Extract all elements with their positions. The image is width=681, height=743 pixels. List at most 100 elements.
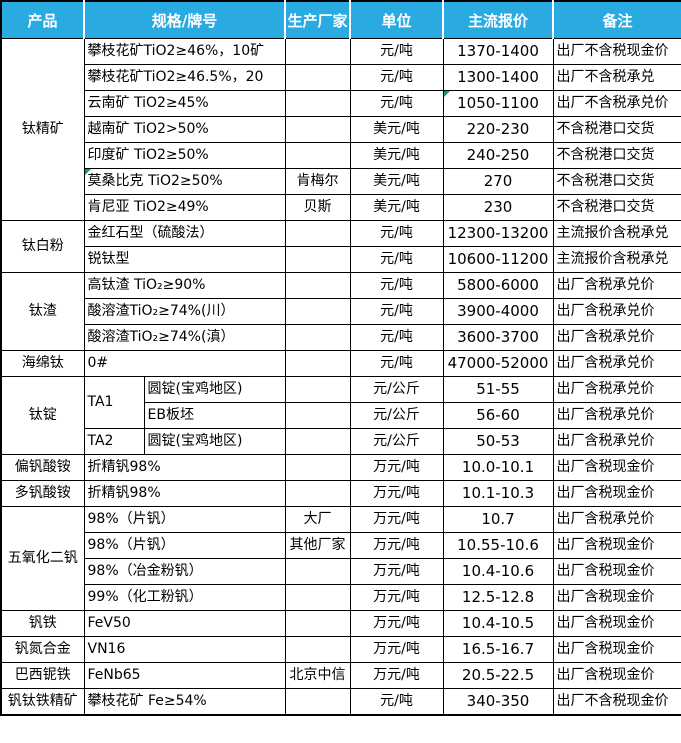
spec-cell: 酸溶渣TiO₂≥74%(滇）	[83, 324, 286, 351]
spec-cell: 99%（化工粉钒）	[83, 584, 286, 611]
manufacturer-cell	[284, 90, 351, 117]
price-cell: 47000-52000	[442, 350, 554, 377]
price-cell: 1300-1400	[442, 64, 554, 91]
unit-cell: 万元/吨	[349, 506, 444, 533]
unit-cell: 美元/吨	[349, 142, 444, 169]
remark-cell: 出厂含税现金价	[552, 662, 681, 689]
manufacturer-cell	[284, 246, 351, 273]
price-cell: 1050-1100	[442, 90, 554, 117]
manufacturer-cell	[284, 636, 351, 663]
table-row: 偏钒酸铵 折精钒98% 万元/吨 10.0-10.1 出厂含税现金价	[0, 454, 681, 481]
col-header-price: 主流报价	[442, 1, 555, 39]
manufacturer-cell: 其他厂家	[284, 532, 351, 559]
spec-cell: FeNb65	[83, 662, 286, 689]
product-group-cell: 五氧化二钒	[0, 506, 85, 611]
price-value: 1050-1100	[457, 94, 539, 113]
price-cell: 12.5-12.8	[442, 584, 554, 611]
product-group-cell: 钒氮合金	[0, 636, 85, 663]
unit-cell: 美元/吨	[349, 116, 444, 143]
spec-cell: VN16	[83, 636, 286, 663]
price-cell: 3900-4000	[442, 298, 554, 325]
remark-cell: 不含税港口交货	[552, 142, 681, 169]
manufacturer-cell	[284, 220, 351, 247]
manufacturer-cell	[284, 402, 351, 429]
unit-cell: 美元/吨	[349, 168, 444, 195]
table-row: 钛精矿 攀枝花矿TiO2≥46%，10矿 元/吨 1370-1400 出厂不含税…	[0, 38, 681, 221]
price-cell: 10.0-10.1	[442, 454, 554, 481]
error-indicator-icon	[85, 169, 91, 175]
table-row: 钛锭 TA1 圆锭(宝鸡地区) 元/公斤 51-55 出厂含税承兑价	[0, 376, 681, 455]
table-row: 锐钛型 元/吨 10600-11200 主流报价含税承兑	[1, 246, 681, 273]
price-cell: 10.4-10.5	[442, 610, 554, 637]
table-row: 多钒酸铵 折精钒98% 万元/吨 10.1-10.3 出厂含税现金价	[0, 480, 681, 507]
table-row: 印度矿 TiO2≥50% 美元/吨 240-250 不含税港口交货	[1, 142, 681, 169]
manufacturer-cell	[284, 688, 351, 716]
remark-cell: 出厂含税现金价	[552, 610, 681, 637]
unit-cell: 万元/吨	[349, 480, 444, 507]
manufacturer-cell: 肯梅尔	[284, 168, 351, 195]
manufacturer-cell	[284, 480, 351, 507]
table-row: 98%（片钒） 其他厂家 万元/吨 10.55-10.6 出厂含税现金价	[1, 532, 681, 559]
unit-cell: 元/吨	[349, 90, 444, 117]
spec-cell: 越南矿 TiO2>50%	[83, 116, 286, 143]
error-indicator-icon	[444, 91, 450, 97]
manufacturer-cell	[284, 558, 351, 585]
unit-cell: 元/吨	[349, 350, 444, 377]
table-row: 巴西铌铁 FeNb65 北京中信 万元/吨 20.5-22.5 出厂含税现金价	[0, 662, 681, 689]
manufacturer-cell	[284, 454, 351, 481]
spec-cell: 莫桑比克 TiO2≥50%	[83, 168, 286, 195]
grade-cell: TA2	[83, 428, 145, 455]
spec-cell: 攀枝花矿TiO2≥46.5%，20	[83, 64, 286, 91]
remark-cell: 出厂不含税现金价	[552, 38, 681, 65]
unit-cell: 元/吨	[349, 220, 444, 247]
manufacturer-cell	[284, 350, 351, 377]
price-cell: 240-250	[442, 142, 554, 169]
manufacturer-cell	[284, 272, 351, 299]
remark-cell: 不含税港口交货	[552, 194, 681, 221]
product-group-cell: 偏钒酸铵	[0, 454, 85, 481]
unit-cell: 元/公斤	[349, 428, 444, 455]
spec-cell: 98%（片钒）	[83, 532, 286, 559]
header-row: 产品 规格/牌号 生产厂家 单位 主流报价 备注	[1, 1, 681, 39]
spec-cell: 酸溶渣TiO₂≥74%(川）	[83, 298, 286, 325]
product-group-cell: 海绵钛	[0, 350, 85, 377]
remark-cell: 出厂含税承兑价	[552, 402, 681, 429]
remark-cell: 出厂含税承兑价	[552, 506, 681, 533]
price-cell: 12300-13200	[442, 220, 554, 247]
remark-cell: 出厂不含税承兑	[552, 64, 681, 91]
col-header-spec: 规格/牌号	[82, 1, 287, 39]
spec-value: 莫桑比克 TiO2≥50%	[87, 172, 223, 189]
manufacturer-cell: 贝斯	[284, 194, 351, 221]
unit-cell: 元/吨	[349, 246, 444, 273]
grade-cell: TA1	[83, 376, 145, 429]
remark-cell: 出厂不含税承兑价	[552, 90, 681, 117]
spec-cell: 圆锭(宝鸡地区)	[143, 376, 286, 403]
manufacturer-cell: 北京中信	[284, 662, 351, 689]
spec-cell: 圆锭(宝鸡地区)	[143, 428, 286, 455]
price-cell: 16.5-16.7	[442, 636, 554, 663]
spec-cell: 98%（冶金粉钒）	[83, 558, 286, 585]
remark-cell: 主流报价含税承兑	[552, 246, 681, 273]
spec-cell: 0#	[83, 350, 286, 377]
table-row: 攀枝花矿TiO2≥46.5%，20 元/吨 1300-1400 出厂不含税承兑	[1, 64, 681, 91]
price-cell: 10.7	[442, 506, 554, 533]
remark-cell: 不含税港口交货	[552, 168, 681, 195]
unit-cell: 万元/吨	[349, 610, 444, 637]
product-group-cell: 钛渣	[0, 272, 85, 351]
manufacturer-cell	[284, 64, 351, 91]
unit-cell: 美元/吨	[349, 194, 444, 221]
table-row: 钒铁 FeV50 万元/吨 10.4-10.5 出厂含税现金价	[0, 610, 681, 637]
spec-cell: 98%（片钒）	[83, 506, 286, 533]
manufacturer-cell	[284, 38, 351, 65]
table-row: 五氧化二钒 98%（片钒） 大厂 万元/吨 10.7 出厂含税承兑价	[0, 506, 681, 611]
table-row: 越南矿 TiO2>50% 美元/吨 220-230 不含税港口交货	[1, 116, 681, 143]
price-cell: 230	[442, 194, 554, 221]
spec-cell: 肯尼亚 TiO2≥49%	[83, 194, 286, 221]
product-group-cell: 巴西铌铁	[0, 662, 85, 689]
price-cell: 56-60	[442, 402, 554, 429]
product-group-cell: 钛锭	[0, 376, 85, 455]
spec-cell: FeV50	[83, 610, 286, 637]
unit-cell: 元/吨	[349, 688, 444, 716]
product-group-cell: 钛白粉	[0, 220, 85, 273]
price-cell: 270	[442, 168, 554, 195]
